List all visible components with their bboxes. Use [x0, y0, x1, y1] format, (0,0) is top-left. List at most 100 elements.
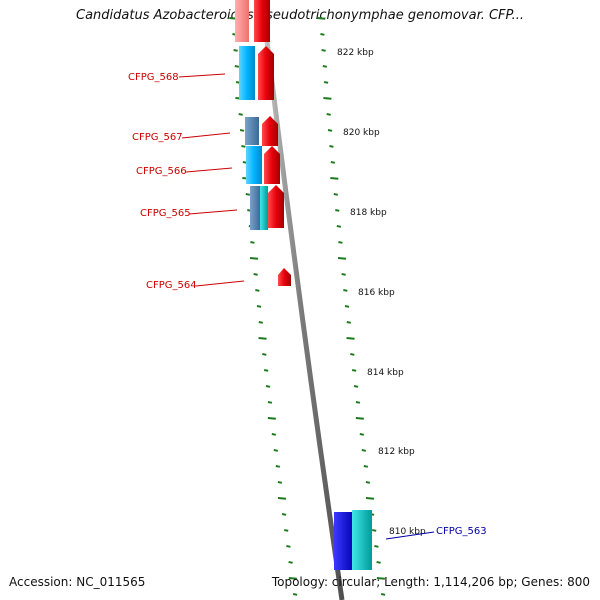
tick-mark — [258, 321, 263, 324]
tick-mark — [355, 417, 364, 420]
leader-line — [195, 280, 245, 287]
tick-mark — [281, 513, 287, 516]
tick-mark — [284, 529, 289, 532]
tick-mark — [239, 129, 245, 132]
tick-mark — [380, 593, 386, 596]
tick-mark — [275, 465, 281, 468]
tick-mark — [238, 113, 243, 116]
tick-mark — [336, 225, 342, 228]
tick-mark — [241, 145, 246, 148]
tick-mark — [273, 449, 278, 452]
scale-label: 814 kbp — [367, 368, 404, 378]
tick-mark — [277, 497, 287, 500]
tick-mark — [330, 177, 339, 180]
tick-mark — [355, 401, 361, 404]
tick-mark — [265, 385, 271, 388]
scale-label: 820 kbp — [343, 128, 380, 138]
map-title: Candidatus Azobacteroides pseudotrichony… — [76, 8, 524, 23]
tick-mark — [359, 433, 365, 436]
tick-mark — [344, 305, 350, 308]
tick-mark — [329, 145, 334, 148]
tick-mark — [277, 481, 283, 484]
tick-mark — [233, 49, 238, 52]
outer-tick-ring — [317, 17, 386, 596]
accession-text: Accession: NC_011565 — [9, 575, 146, 589]
tick-mark — [326, 113, 331, 116]
genome-summary-text: Topology: circular; Length: 1,114,206 bp… — [271, 575, 590, 589]
tick-mark — [271, 433, 277, 436]
cds-block[interactable] — [334, 512, 354, 570]
tick-mark — [372, 529, 377, 532]
gene-label-cfpg-565[interactable]: CFPG_565 — [140, 208, 191, 219]
gene-arrow[interactable] — [268, 185, 284, 228]
scale-label: 810 kbp — [389, 527, 426, 537]
tick-mark — [363, 465, 369, 468]
cds-block[interactable] — [246, 146, 262, 184]
gene-label-cfpg-563[interactable]: CFPG_563 — [436, 526, 487, 537]
scale-label: 812 kbp — [378, 447, 415, 457]
inner-tick-ring — [229, 17, 298, 596]
tick-mark — [262, 353, 267, 356]
gene-label-cfpg-568[interactable]: CFPG_568 — [128, 72, 179, 83]
tick-mark — [267, 417, 276, 420]
tick-mark — [361, 449, 366, 452]
tick-mark — [365, 497, 375, 500]
tick-mark — [376, 577, 385, 580]
gene-arrow[interactable] — [258, 46, 274, 100]
tick-mark — [376, 561, 381, 564]
leader-line — [181, 132, 231, 139]
scale-label: 818 kbp — [350, 208, 387, 218]
gene-label-cfpg-564[interactable]: CFPG_564 — [146, 280, 197, 291]
cds-block[interactable] — [250, 186, 260, 230]
cds-block[interactable] — [352, 510, 372, 570]
tick-mark — [286, 545, 291, 548]
tick-mark — [343, 289, 348, 292]
cds-block[interactable] — [235, 0, 249, 42]
cds-track — [235, 0, 372, 570]
tick-mark — [350, 353, 355, 356]
tick-mark — [337, 257, 347, 260]
scale-labels: 822 kbp 820 kbp 818 kbp 816 kbp 814 kbp … — [337, 48, 426, 537]
tick-mark — [263, 369, 269, 372]
tick-mark — [249, 257, 259, 260]
tick-mark — [234, 65, 240, 68]
tick-mark — [374, 545, 379, 548]
gene-label-cfpg-566[interactable]: CFPG_566 — [136, 166, 187, 177]
gene-arrow[interactable] — [264, 146, 280, 184]
cds-block[interactable] — [239, 46, 255, 100]
tick-mark — [288, 577, 297, 580]
tick-mark — [322, 65, 328, 68]
tick-mark — [253, 273, 258, 276]
tick-mark — [346, 321, 351, 324]
tick-mark — [250, 241, 255, 244]
cds-block[interactable] — [245, 117, 259, 145]
tick-mark — [333, 193, 338, 196]
tick-mark — [288, 561, 293, 564]
tick-mark — [245, 193, 250, 196]
leader-line — [188, 209, 238, 215]
tick-mark — [321, 49, 326, 52]
tick-mark — [365, 481, 371, 484]
gene-labels: CFPG_568 CFPG_567 CFPG_566 CFPG_565 CFPG… — [128, 72, 487, 540]
leader-line — [385, 531, 435, 540]
gene-arrow[interactable] — [278, 268, 291, 286]
tick-mark — [335, 209, 340, 212]
tick-mark — [255, 289, 260, 292]
tick-mark — [338, 241, 343, 244]
scale-label: 816 kbp — [358, 288, 395, 298]
tick-mark — [351, 369, 357, 372]
tick-mark — [323, 81, 329, 84]
cds-block[interactable] — [260, 186, 268, 230]
tick-mark — [341, 273, 346, 276]
gene-label-cfpg-567[interactable]: CFPG_567 — [132, 132, 183, 143]
leader-line — [185, 167, 233, 173]
tick-mark — [327, 129, 333, 132]
scale-label: 822 kbp — [337, 48, 374, 58]
forward-gene-track — [254, 0, 291, 286]
gene-arrow[interactable] — [254, 0, 270, 42]
tick-mark — [320, 33, 325, 36]
tick-mark — [267, 401, 273, 404]
tick-mark — [292, 593, 298, 596]
gene-arrow[interactable] — [262, 116, 278, 146]
